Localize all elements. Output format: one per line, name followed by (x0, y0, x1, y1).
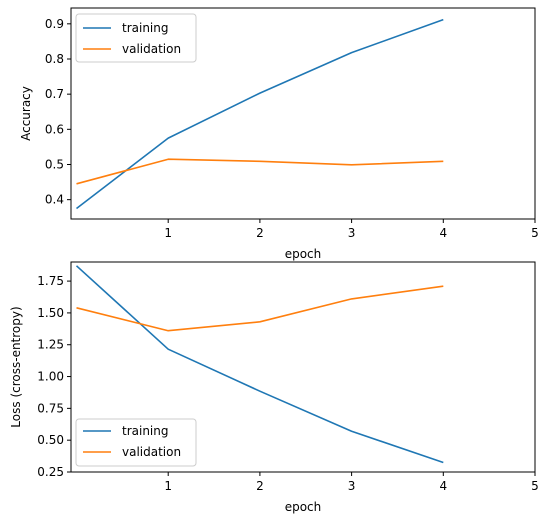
accuracy-validation-line (76, 158, 444, 185)
accuracy-y-tick-label: 0.6 (45, 122, 64, 136)
accuracy-y-ticks: 0.4 0.5 0.6 0.7 0.8 0.9 (45, 17, 71, 207)
loss-y-tick-label: 0.25 (37, 465, 64, 479)
loss-lines (75, 265, 444, 464)
accuracy-x-tick-label: 2 (256, 226, 264, 240)
accuracy-y-tick-label: 0.9 (45, 17, 64, 31)
accuracy-x-tick-label: 5 (531, 226, 539, 240)
accuracy-legend-box (75, 13, 197, 63)
accuracy-lines (76, 18, 444, 210)
loss-training-line (75, 265, 444, 464)
loss-x-tick-label: 2 (256, 479, 264, 493)
loss-y-tick-label: 1.75 (37, 274, 64, 288)
accuracy-y-tick-label: 0.5 (45, 157, 64, 171)
accuracy-x-axis-label: epoch (285, 247, 322, 261)
loss-x-tick-label: 4 (439, 479, 447, 493)
accuracy-x-tick-label: 1 (164, 226, 172, 240)
loss-y-axis-label: Loss (cross-entropy) (9, 306, 23, 427)
loss-plot-frame (70, 261, 536, 473)
loss-x-ticks: 1 2 3 4 5 (164, 472, 539, 493)
loss-x-tick-label: 5 (531, 479, 539, 493)
accuracy-legend: training validation (75, 13, 197, 63)
accuracy-legend-training-label: training (122, 21, 169, 35)
accuracy-plot-frame (70, 7, 536, 220)
loss-legend-training-label: training (122, 424, 169, 438)
loss-y-tick-label: 1.25 (37, 338, 64, 352)
loss-legend-validation-label: validation (122, 445, 181, 459)
accuracy-x-tick-label: 3 (348, 226, 356, 240)
loss-x-axis-label: epoch (285, 500, 322, 514)
accuracy-legend-validation-label: validation (122, 42, 181, 56)
accuracy-y-tick-label: 0.4 (45, 193, 64, 207)
accuracy-y-axis-label: Accuracy (19, 86, 33, 141)
loss-y-ticks: 0.25 0.50 0.75 1.00 1.25 1.50 1.75 (37, 274, 71, 479)
loss-y-tick-label: 1.00 (37, 370, 64, 384)
loss-y-tick-label: 0.75 (37, 401, 64, 415)
loss-validation-line (76, 285, 444, 332)
accuracy-y-tick-label: 0.8 (45, 52, 64, 66)
loss-x-tick-label: 3 (348, 479, 356, 493)
loss-x-tick-label: 1 (164, 479, 172, 493)
loss-panel: 0.25 0.50 0.75 1.00 1.25 1.50 1.75 1 2 3 4 5 epoch… (9, 261, 539, 514)
accuracy-training-line (76, 18, 444, 210)
loss-y-tick-label: 0.50 (37, 433, 64, 447)
loss-legend: training validation (75, 418, 197, 467)
accuracy-y-tick-label: 0.7 (45, 87, 64, 101)
loss-y-tick-label: 1.50 (37, 306, 64, 320)
accuracy-x-tick-label: 4 (439, 226, 447, 240)
accuracy-x-ticks: 1 2 3 4 5 (164, 219, 539, 240)
